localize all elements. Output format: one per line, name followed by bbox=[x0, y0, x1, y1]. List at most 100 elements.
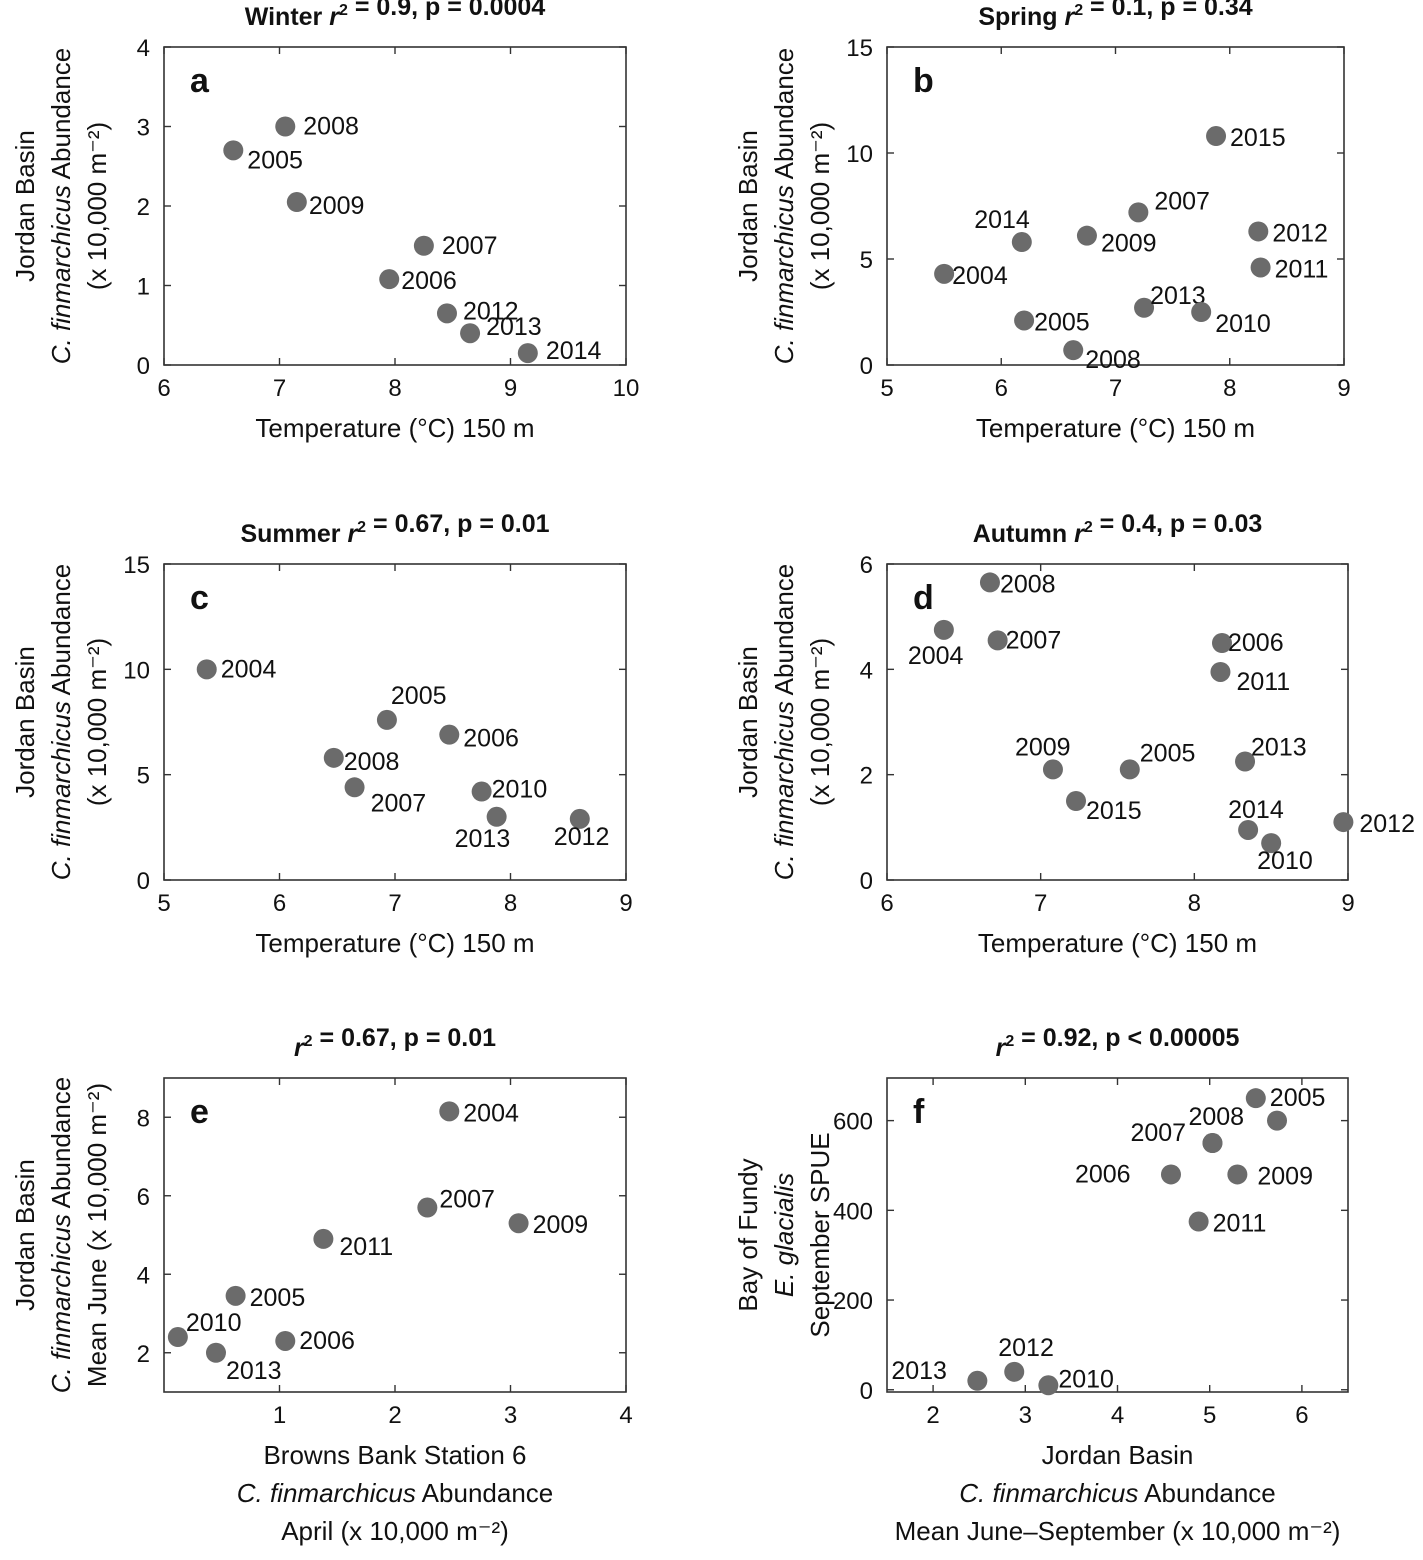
data-point bbox=[167, 1327, 188, 1348]
x-tick-label: 10 bbox=[613, 375, 640, 402]
data-point bbox=[1188, 1211, 1209, 1232]
data-label: 2015 bbox=[1086, 797, 1142, 825]
data-point bbox=[439, 1101, 460, 1122]
data-point bbox=[1063, 340, 1084, 361]
data-label: 2008 bbox=[344, 748, 400, 776]
plot-frame bbox=[163, 46, 627, 366]
x-axis-label: Mean June–September (x 10,000 m⁻²) bbox=[895, 1516, 1341, 1546]
data-label: 2011 bbox=[1213, 1210, 1267, 1238]
data-point bbox=[1267, 1110, 1288, 1131]
data-point bbox=[508, 1213, 529, 1234]
data-label: 2007 bbox=[1006, 626, 1062, 654]
x-tick-label: 1 bbox=[273, 1402, 286, 1429]
data-label: 2007 bbox=[371, 789, 427, 817]
x-axis-label: Temperature (°C) 150 m bbox=[976, 413, 1255, 443]
y-axis-label: (x 10,000 m⁻²) bbox=[82, 638, 112, 806]
y-tick-label: 4 bbox=[860, 657, 873, 684]
data-point bbox=[1066, 791, 1087, 811]
data-label: 2010 bbox=[1257, 847, 1313, 875]
data-point bbox=[1206, 126, 1227, 147]
data-label: 2010 bbox=[186, 1309, 242, 1337]
y-tick-label: 6 bbox=[860, 552, 873, 579]
y-axis-label: Jordan Basin bbox=[10, 130, 40, 282]
y-axis-label: C. finmarchicus Abundance bbox=[769, 48, 799, 365]
y-tick-label: 0 bbox=[137, 353, 150, 380]
panel-letter: a bbox=[190, 62, 210, 100]
x-tick-label: 2 bbox=[388, 1402, 401, 1429]
y-tick-label: 2 bbox=[137, 194, 150, 221]
panel-d: 6 7 8 9 0 2 4 6 Autumn r2 = 0.4, p = 0.03 d Temper… bbox=[733, 510, 1415, 958]
panel-letter: e bbox=[190, 1093, 209, 1131]
data-point bbox=[933, 619, 954, 640]
x-tick-label: 6 bbox=[880, 890, 893, 917]
data-label: 2011 bbox=[1275, 255, 1329, 283]
data-label: 2011 bbox=[339, 1233, 393, 1261]
data-label: 2008 bbox=[1085, 346, 1141, 374]
panel-a: 6 7 8 9 10 0 1 2 3 4 Winter r2 = 0.9, p = 0.0004 a T… bbox=[10, 0, 639, 443]
data-point bbox=[379, 269, 400, 290]
data-label: 2006 bbox=[1228, 629, 1284, 657]
data-label: 2011 bbox=[1236, 668, 1290, 696]
data-label: 2012 bbox=[1272, 219, 1328, 247]
data-label: 2008 bbox=[1000, 570, 1056, 598]
y-tick-label: 1 bbox=[137, 274, 150, 301]
data-point bbox=[223, 140, 244, 161]
data-label: 2005 bbox=[1270, 1084, 1326, 1112]
x-tick-label: 8 bbox=[1223, 375, 1236, 402]
x-tick-label: 2 bbox=[926, 1402, 939, 1429]
x-axis-label: C. finmarchicus Abundance bbox=[959, 1478, 1276, 1508]
y-axis-label: C. finmarchicus Abundance bbox=[46, 1077, 76, 1394]
data-point bbox=[1128, 202, 1149, 223]
chart-title: Spring r2 = 0.1, p = 0.34 bbox=[978, 0, 1252, 31]
y-tick-label: 15 bbox=[846, 35, 873, 62]
data-label: 2012 bbox=[463, 297, 519, 325]
x-axis-label: C. finmarchicus Abundance bbox=[237, 1478, 554, 1508]
data-label: 2004 bbox=[952, 262, 1008, 290]
y-tick-label: 0 bbox=[860, 353, 873, 380]
data-point bbox=[417, 1197, 438, 1218]
data-point bbox=[1210, 661, 1231, 682]
x-tick-label: 9 bbox=[1341, 890, 1354, 917]
chart-title: r2 = 0.92, p < 0.00005 bbox=[996, 1024, 1240, 1062]
y-tick-label: 3 bbox=[137, 115, 150, 142]
panel-f: 2 3 4 5 6 0 200 400 600 r2 = 0.92, p < 0.00005 f Jo… bbox=[733, 1024, 1349, 1546]
x-tick-label: 4 bbox=[619, 1402, 632, 1429]
y-tick-label: 8 bbox=[137, 1105, 150, 1132]
y-axis-label: Bay of Fundy bbox=[733, 1158, 763, 1311]
chart-title: Summer r2 = 0.67, p = 0.01 bbox=[240, 510, 549, 548]
data-label: 2005 bbox=[247, 146, 303, 174]
data-point bbox=[934, 263, 955, 284]
data-label: 2010 bbox=[1058, 1365, 1114, 1393]
plot-frame bbox=[886, 46, 1345, 366]
data-point bbox=[1235, 751, 1256, 772]
data-label: 2005 bbox=[1034, 308, 1090, 336]
data-point bbox=[1238, 819, 1259, 840]
y-axis-label: C. finmarchicus Abundance bbox=[769, 564, 799, 881]
x-tick-label: 7 bbox=[388, 890, 401, 917]
plot-frame bbox=[886, 563, 1349, 881]
panel-letter: f bbox=[913, 1093, 925, 1131]
x-tick-label: 6 bbox=[273, 890, 286, 917]
y-tick-label: 0 bbox=[137, 868, 150, 895]
data-point bbox=[1011, 232, 1032, 253]
data-label: 2013 bbox=[455, 825, 511, 853]
data-point bbox=[1227, 1164, 1248, 1185]
data-label: 2005 bbox=[250, 1284, 306, 1312]
y-tick-label: 10 bbox=[846, 141, 873, 168]
data-label: 2013 bbox=[486, 313, 542, 341]
y-tick-label: 400 bbox=[833, 1198, 873, 1225]
data-label: 2010 bbox=[492, 776, 548, 804]
data-point bbox=[1250, 257, 1271, 278]
data-label: 2010 bbox=[1215, 310, 1271, 338]
data-label: 2007 bbox=[439, 1186, 495, 1214]
y-axis-label: Jordan Basin bbox=[10, 646, 40, 798]
y-axis-label: E. glacialis bbox=[769, 1173, 799, 1297]
data-label: 2012 bbox=[1359, 810, 1415, 838]
data-point bbox=[225, 1285, 246, 1306]
y-tick-label: 5 bbox=[137, 763, 150, 790]
x-tick-label: 7 bbox=[1034, 890, 1047, 917]
y-tick-label: 200 bbox=[833, 1288, 873, 1315]
data-point bbox=[1261, 833, 1282, 854]
x-tick-label: 5 bbox=[880, 375, 893, 402]
